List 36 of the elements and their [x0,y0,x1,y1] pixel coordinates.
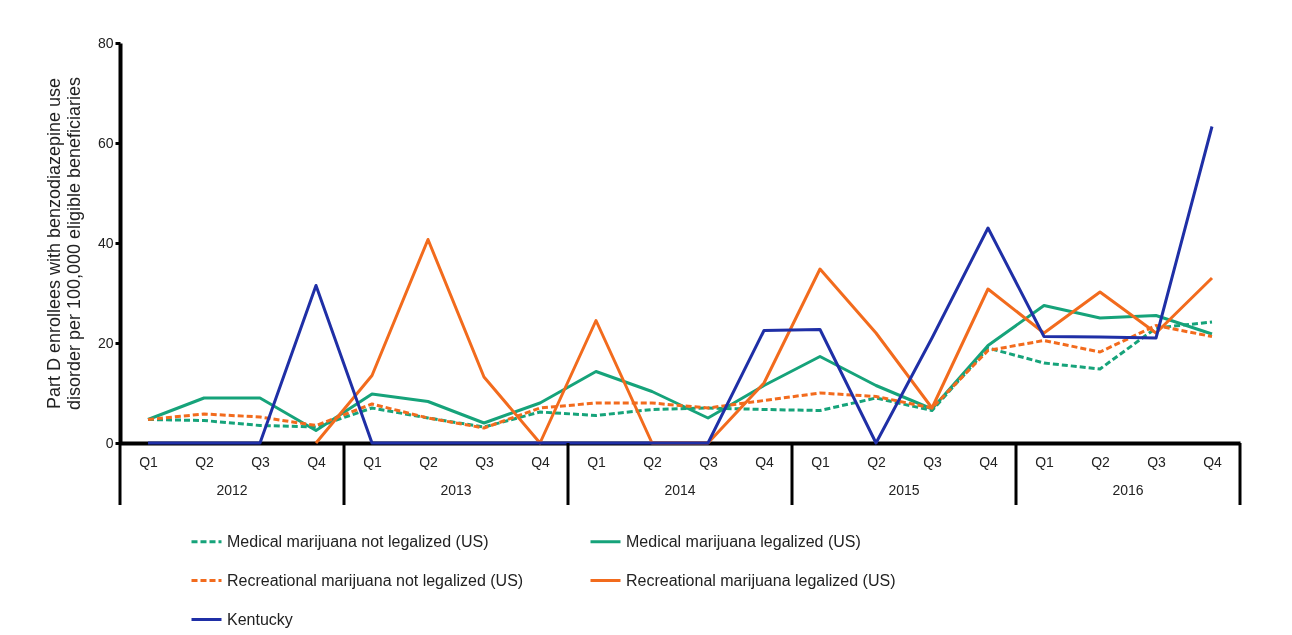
x-tick-label: Q2 [195,453,215,470]
text: 2016 [1112,482,1144,498]
x-tick-label: Q4 [755,453,775,470]
legend-label: Medical marijuana legalized (US) [626,532,861,550]
x-tick-label: Q2 [867,453,887,470]
x-tick-label: Q1 [363,453,383,470]
x-tick-label: Q1 [1035,453,1055,470]
x-tick-label: Q3 [699,453,719,470]
y-tick-label: 60 [97,134,114,151]
x-tick-label: Q1 [587,453,607,470]
text: 2014 [664,482,696,498]
y-tick-label: 80 [97,34,114,51]
x-tick-label: Q2 [643,453,663,470]
x-tick-label: Q3 [923,453,943,470]
y-tick-label: 40 [97,234,114,251]
x-tick-label: Q1 [139,453,159,470]
x-tick-label: Q1 [811,453,831,470]
x-tick-label: Q3 [1147,453,1167,470]
text: 2012 [216,482,248,498]
x-tick-label: Q2 [1091,453,1111,470]
y-tick-label: 0 [105,434,114,451]
x-tick-label: Q4 [531,453,551,470]
x-tick-label: Q2 [419,453,439,470]
x-tick-label: Q4 [307,453,327,470]
legend-label: Kentucky [227,610,293,628]
text: 2013 [440,482,472,498]
x-tick-label: Q3 [251,453,271,470]
x-tick-label: Q3 [475,453,495,470]
y-axis-title: Part D enrollees with benzodiazepine use disorder per 100,000 eligible beneficiaries [43,76,84,411]
legend-label: Recreational marijuana not legalized (US) [227,571,524,589]
y-tick-label: 20 [97,334,114,351]
legend-label: Recreational marijuana legalized (US) [626,571,896,589]
legend-label: Medical marijuana not legalized (US) [227,532,489,550]
text: 2015 [888,482,920,498]
x-tick-label: Q4 [979,453,999,470]
x-tick-label: Q4 [1203,453,1223,470]
